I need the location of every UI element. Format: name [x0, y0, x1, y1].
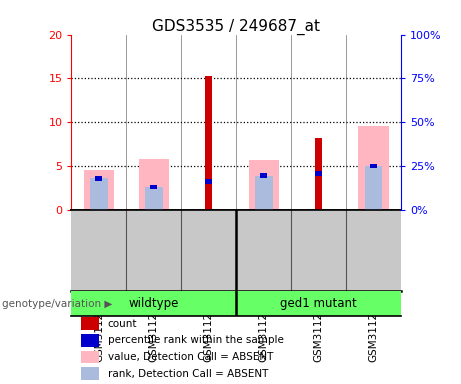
Bar [359, 126, 389, 210]
Bar [255, 175, 272, 210]
Text: count: count [108, 319, 137, 329]
Bar [315, 138, 322, 210]
Title: GDS3535 / 249687_at: GDS3535 / 249687_at [152, 18, 320, 35]
FancyBboxPatch shape [81, 334, 100, 347]
FancyBboxPatch shape [81, 367, 100, 380]
Bar [145, 187, 163, 210]
Text: value, Detection Call = ABSENT: value, Detection Call = ABSENT [108, 352, 273, 362]
Bar [260, 173, 267, 178]
Bar [139, 159, 169, 210]
Text: wildtype: wildtype [129, 297, 179, 310]
Bar [315, 171, 322, 176]
Text: percentile rank within the sample: percentile rank within the sample [108, 335, 284, 345]
FancyBboxPatch shape [81, 317, 100, 330]
Bar [370, 164, 377, 168]
Bar [84, 170, 114, 210]
Bar [95, 176, 102, 180]
Bar [365, 166, 382, 210]
Bar [90, 178, 108, 210]
Bar [150, 185, 157, 189]
Bar [205, 76, 213, 210]
Bar [248, 160, 279, 210]
Text: rank, Detection Call = ABSENT: rank, Detection Call = ABSENT [108, 369, 268, 379]
Text: genotype/variation ▶: genotype/variation ▶ [2, 299, 112, 309]
FancyBboxPatch shape [81, 351, 100, 364]
Bar [205, 179, 213, 184]
Text: ged1 mutant: ged1 mutant [280, 297, 357, 310]
